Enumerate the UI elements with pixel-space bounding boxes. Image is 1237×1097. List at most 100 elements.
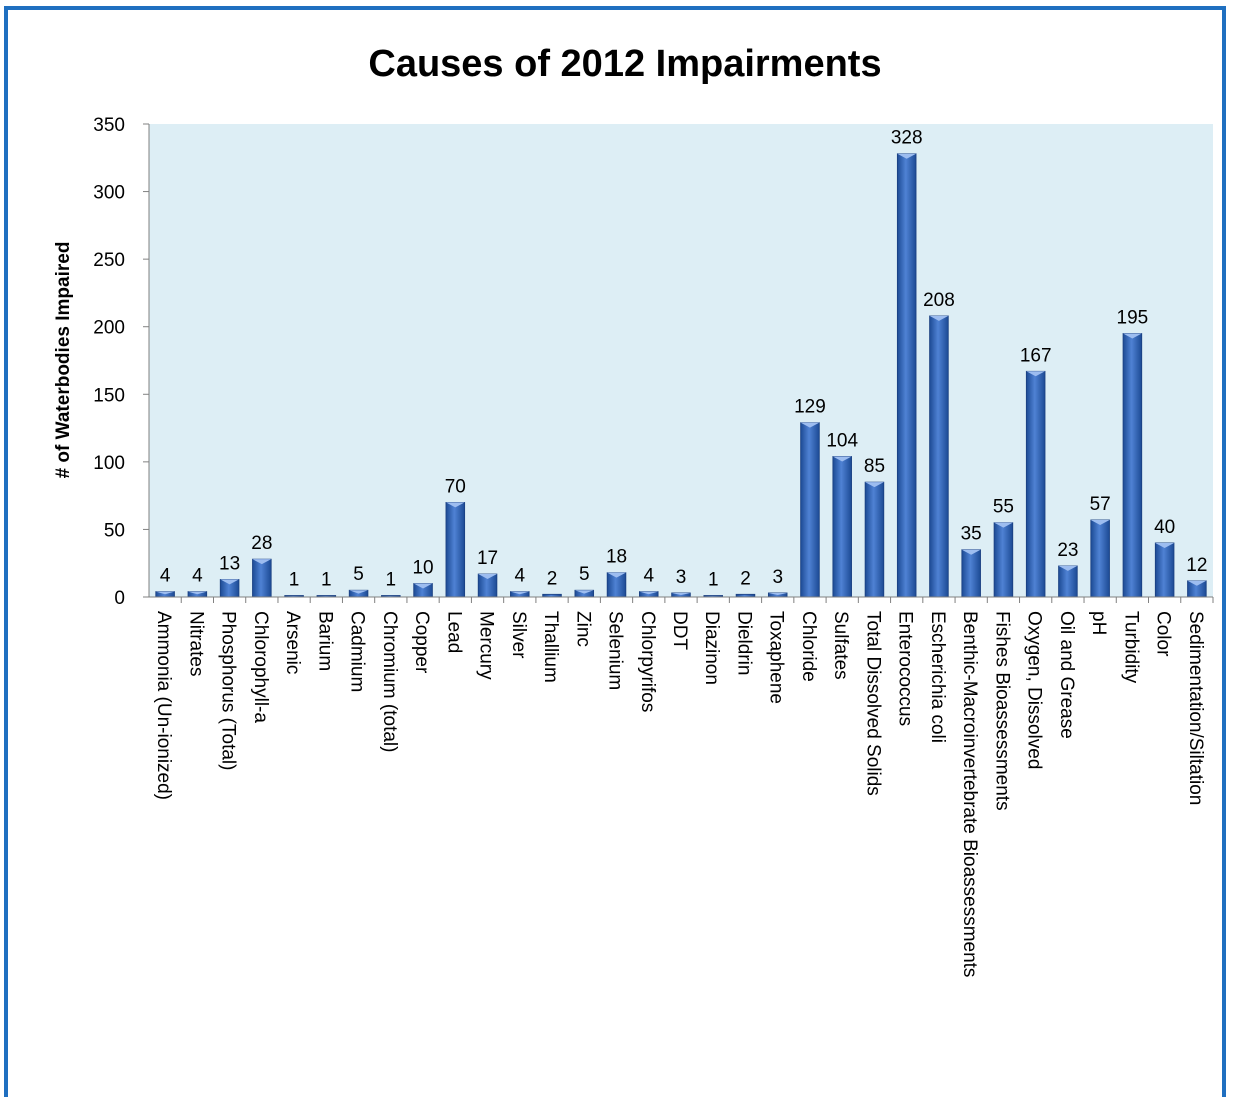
data-label: 129 xyxy=(794,397,826,418)
data-label: 4 xyxy=(514,566,525,587)
bar xyxy=(445,501,466,598)
y-axis-title: # of Waterbodies Impaired xyxy=(53,242,74,479)
data-label: 2 xyxy=(547,568,558,589)
bar-highlight xyxy=(671,592,691,595)
x-category-label: Oil and Grease xyxy=(1056,611,1077,739)
data-label: 195 xyxy=(1117,307,1149,328)
bar-highlight xyxy=(1155,542,1174,548)
bar-highlight xyxy=(961,549,981,555)
x-category-label: Turbidity xyxy=(1120,611,1141,684)
data-label: 28 xyxy=(251,533,272,554)
data-label: 1 xyxy=(289,570,300,591)
x-category-label: Mercury xyxy=(476,611,497,680)
data-label: 23 xyxy=(1057,540,1078,561)
bar-highlight xyxy=(832,456,852,462)
x-category-label: Arsenic xyxy=(282,611,303,674)
data-label: 10 xyxy=(412,557,433,578)
x-category-label: Chloride xyxy=(798,611,819,682)
data-label: 35 xyxy=(961,524,982,545)
bar-highlight xyxy=(768,592,788,595)
bar xyxy=(1122,333,1143,598)
y-tick-label: 150 xyxy=(93,385,125,406)
bar xyxy=(896,153,917,598)
x-category-label: Diazinon xyxy=(701,611,722,685)
bar-highlight xyxy=(800,422,820,428)
data-label: 5 xyxy=(579,564,590,585)
bar-highlight xyxy=(445,502,465,508)
bar xyxy=(864,481,885,598)
x-category-label: Sedimentation/Siltation xyxy=(1185,611,1206,805)
data-label: 1 xyxy=(708,570,719,591)
bar-highlight xyxy=(220,579,239,585)
x-category-label: Color xyxy=(1153,611,1174,657)
x-category-label: DDT xyxy=(669,611,690,650)
data-label: 18 xyxy=(606,547,627,568)
x-category-label: Toxaphene xyxy=(766,611,787,704)
bar xyxy=(929,315,949,598)
bar-highlight xyxy=(252,559,272,565)
bar-highlight xyxy=(478,574,497,580)
x-category-label: pH xyxy=(1088,611,1109,635)
plot-area xyxy=(149,124,1213,597)
x-category-label: Zinc xyxy=(572,611,593,647)
x-category-label: Selenium xyxy=(605,611,626,690)
bar-highlight xyxy=(639,591,659,595)
data-label: 2 xyxy=(740,568,751,589)
x-category-label: Chromium (total) xyxy=(379,611,400,752)
bar-highlight xyxy=(1058,565,1078,571)
x-category-label: Benthic-Macroinvertebrate Bioassessments xyxy=(959,611,980,977)
x-category-label: Dieldrin xyxy=(733,611,754,675)
x-category-label: Barium xyxy=(314,611,335,671)
x-category-label: Escherichia coli xyxy=(927,611,948,743)
data-label: 4 xyxy=(643,566,654,587)
y-tick-label: 200 xyxy=(93,318,125,339)
data-label: 208 xyxy=(923,290,955,311)
bar xyxy=(800,422,820,598)
data-label: 85 xyxy=(864,456,885,477)
bar-highlight xyxy=(865,482,884,488)
data-label: 167 xyxy=(1020,345,1052,366)
y-tick-label: 0 xyxy=(114,588,125,609)
bar-highlight xyxy=(413,583,433,589)
bar-highlight xyxy=(929,315,949,321)
y-tick-label: 250 xyxy=(93,250,125,271)
bar-highlight xyxy=(349,590,368,594)
bar-highlight xyxy=(897,153,917,159)
data-label: 70 xyxy=(445,476,466,497)
bar xyxy=(961,549,981,598)
bar-highlight xyxy=(155,591,175,595)
bar-highlight xyxy=(1026,371,1046,377)
bar-highlight xyxy=(1090,519,1110,525)
data-label: 1 xyxy=(386,570,397,591)
bar-highlight xyxy=(188,591,207,595)
x-category-label: Lead xyxy=(443,611,464,653)
x-category-label: Cadmium xyxy=(347,611,368,692)
data-label: 3 xyxy=(676,567,687,588)
x-category-label: Chlorpyrifos xyxy=(637,611,658,712)
data-label: 328 xyxy=(891,128,923,149)
bar xyxy=(1154,542,1175,598)
data-label: 55 xyxy=(993,497,1014,518)
data-label: 40 xyxy=(1154,517,1175,538)
y-tick-label: 300 xyxy=(93,183,125,204)
data-label: 4 xyxy=(192,566,203,587)
bar-highlight xyxy=(510,591,530,595)
x-category-label: Copper xyxy=(411,611,432,674)
x-category-label: Sulfates xyxy=(830,611,851,680)
y-tick-label: 350 xyxy=(93,115,125,136)
data-label: 3 xyxy=(772,567,783,588)
data-label: 12 xyxy=(1186,555,1207,576)
x-category-label: Enterococcus xyxy=(895,611,916,726)
data-label: 104 xyxy=(826,430,858,451)
y-tick-label: 100 xyxy=(93,453,125,474)
bar-highlight xyxy=(1187,580,1207,586)
bar xyxy=(252,558,272,598)
data-label: 1 xyxy=(321,570,332,591)
data-label: 4 xyxy=(160,566,171,587)
bar xyxy=(993,522,1014,598)
x-category-label: Nitrates xyxy=(185,611,206,676)
y-axis: 0 50 100 150 200 250 300 350 xyxy=(93,115,150,609)
y-tick-label: 50 xyxy=(104,520,125,541)
x-category-label: Fishes Bioassessments xyxy=(991,611,1012,811)
